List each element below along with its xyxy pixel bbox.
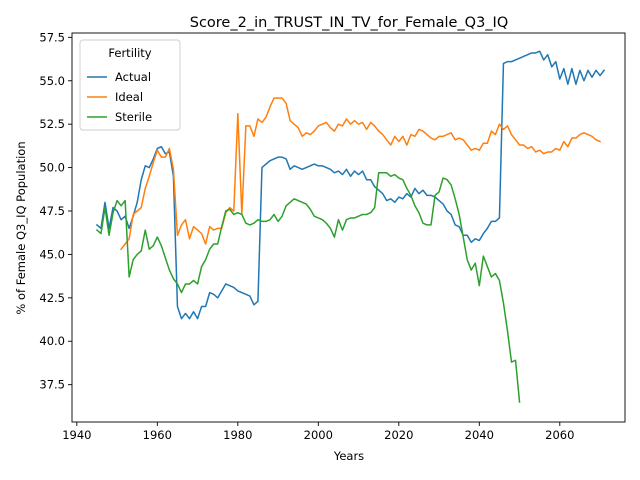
x-axis-ticks: 1940 1960 1980 2000 2020 2040 2060 <box>62 422 574 442</box>
legend: Fertility Actual Ideal Sterile <box>79 39 181 131</box>
y-axis-ticks: 37.5 40.0 42.5 45.0 47.5 50.0 52.5 55.0 57.5 <box>39 30 72 392</box>
legend-label-sterile: Sterile <box>115 110 152 124</box>
y-tick-label: 45.0 <box>39 247 65 261</box>
y-tick-label: 52.5 <box>39 117 65 131</box>
x-tick-label: 1980 <box>223 428 252 442</box>
x-tick-label: 2000 <box>304 428 333 442</box>
series-line-actual <box>95 50 606 320</box>
y-tick-label: 40.0 <box>39 334 65 348</box>
x-tick-label: 2020 <box>384 428 413 442</box>
y-tick-label: 37.5 <box>39 378 65 392</box>
chart-title: Score_2_in_TRUST_IN_TV_for_Female_Q3_IQ <box>190 15 509 31</box>
legend-entries: Actual Ideal Sterile <box>87 70 152 124</box>
series-line-sterile <box>95 172 521 403</box>
x-tick-label: 1940 <box>62 428 91 442</box>
legend-title: Fertility <box>108 46 151 60</box>
x-axis-label: Years <box>333 449 364 463</box>
plot-lines <box>95 50 606 403</box>
y-tick-label: 55.0 <box>39 74 65 88</box>
plot-area-frame <box>71 32 626 423</box>
y-tick-label: 57.5 <box>39 30 65 44</box>
x-tick-label: 1960 <box>143 428 172 442</box>
y-axis-label: % of Female Q3_IQ Population <box>14 141 28 314</box>
legend-box <box>79 39 181 131</box>
y-tick-label: 47.5 <box>39 204 65 218</box>
x-tick-label: 2040 <box>465 428 494 442</box>
legend-label-ideal: Ideal <box>115 90 143 104</box>
y-tick-label: 50.0 <box>39 161 65 175</box>
y-tick-label: 42.5 <box>39 291 65 305</box>
legend-label-actual: Actual <box>115 70 151 84</box>
series-line-ideal <box>120 97 602 251</box>
x-tick-label: 2060 <box>545 428 574 442</box>
